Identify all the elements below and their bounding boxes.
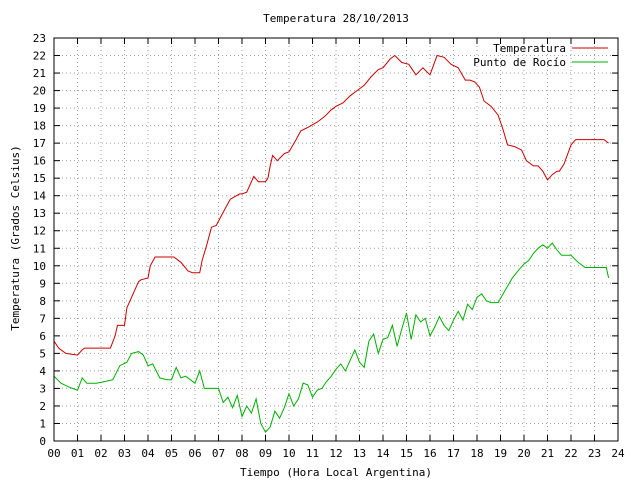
- chart-title: Temperatura 28/10/2013: [263, 12, 409, 25]
- x-tick-label: 15: [400, 447, 413, 460]
- legend-label: Temperatura: [493, 42, 566, 55]
- x-tick-label: 07: [212, 447, 225, 460]
- x-axis-label: Tiempo (Hora Local Argentina): [240, 466, 432, 479]
- y-tick-label: 3: [39, 382, 46, 395]
- y-tick-label: 21: [33, 67, 46, 80]
- y-tick-label: 23: [33, 32, 46, 45]
- grid-lines: [54, 38, 618, 441]
- y-tick-label: 8: [39, 295, 46, 308]
- x-tick-label: 19: [494, 447, 507, 460]
- series-line-temperatura: [53, 54, 609, 356]
- x-tick-label: 13: [353, 447, 366, 460]
- y-tick-label: 6: [39, 330, 46, 343]
- y-tick-label: 11: [33, 242, 46, 255]
- y-tick-label: 7: [39, 312, 46, 325]
- y-tick-label: 20: [33, 85, 46, 98]
- y-tick-label: 19: [33, 102, 46, 115]
- y-tick-label: 2: [39, 400, 46, 413]
- y-tick-label: 14: [33, 190, 47, 203]
- x-tick-label: 00: [47, 447, 60, 460]
- x-tick-label: 17: [447, 447, 460, 460]
- x-tick-label: 04: [141, 447, 155, 460]
- y-axis-label: Temperatura (Grados Celsius): [9, 145, 22, 330]
- x-tick-label: 22: [564, 447, 577, 460]
- x-tick-label: 09: [259, 447, 272, 460]
- y-tick-label: 1: [39, 417, 46, 430]
- y-tick-label: 10: [33, 260, 46, 273]
- y-tick-label: 9: [39, 277, 46, 290]
- axis-ticks: 0123456789101112131415161718192021222300…: [33, 32, 625, 460]
- x-tick-label: 05: [165, 447, 178, 460]
- series-line-punto-de-rocio: [53, 242, 610, 434]
- x-tick-label: 10: [282, 447, 295, 460]
- y-tick-label: 22: [33, 50, 46, 63]
- x-tick-label: 16: [423, 447, 436, 460]
- y-tick-label: 17: [33, 137, 46, 150]
- x-tick-label: 12: [329, 447, 342, 460]
- x-tick-label: 23: [588, 447, 601, 460]
- x-tick-label: 24: [611, 447, 625, 460]
- x-tick-label: 18: [470, 447, 483, 460]
- y-tick-label: 15: [33, 172, 46, 185]
- y-tick-label: 13: [33, 207, 46, 220]
- x-tick-label: 08: [235, 447, 248, 460]
- y-tick-label: 4: [39, 365, 46, 378]
- x-tick-label: 14: [376, 447, 390, 460]
- y-tick-label: 0: [39, 435, 46, 448]
- x-tick-label: 02: [94, 447, 107, 460]
- y-tick-label: 5: [39, 347, 46, 360]
- y-tick-label: 18: [33, 120, 46, 133]
- x-tick-label: 01: [71, 447, 84, 460]
- series-lines: [53, 54, 610, 434]
- x-tick-label: 06: [188, 447, 201, 460]
- legend-label: Punto de Rocío: [473, 56, 566, 69]
- x-tick-label: 11: [306, 447, 319, 460]
- y-tick-label: 12: [33, 225, 46, 238]
- y-tick-label: 16: [33, 155, 46, 168]
- x-tick-label: 20: [517, 447, 530, 460]
- x-tick-label: 21: [541, 447, 554, 460]
- x-tick-label: 03: [118, 447, 131, 460]
